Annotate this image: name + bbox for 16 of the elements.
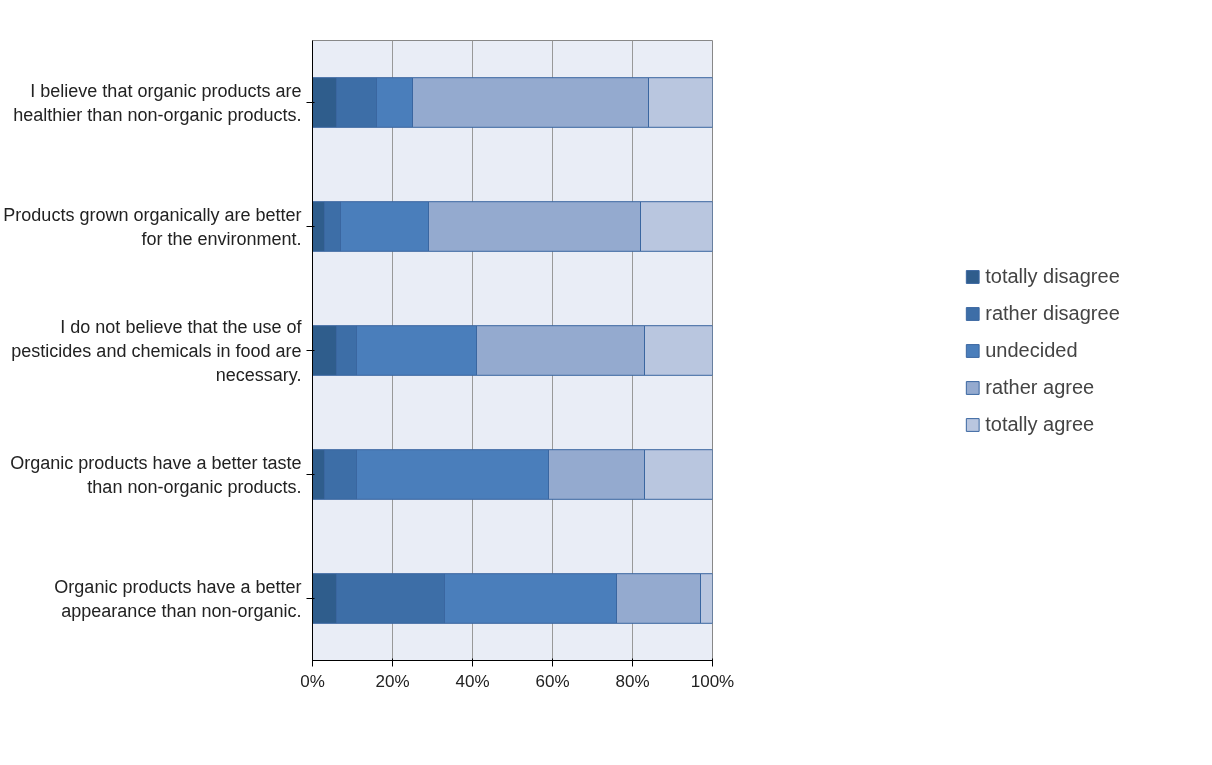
x-tick-label: 20% — [375, 671, 410, 691]
y-tick-label: Organic products have a better taste than non-organic products. — [10, 452, 302, 497]
y-tick-label: Organic products have a better appearance than non-organic. — [54, 576, 302, 621]
y-tick-label: Products grown organically are better for the environment. — [3, 204, 302, 249]
legend-label: totally disagree — [985, 264, 1120, 288]
x-tick-label: 100% — [690, 671, 735, 691]
x-tick-label: 40% — [455, 671, 490, 691]
y-tick-label: I believe that organic products are healthier than non-organic products. — [13, 80, 302, 125]
x-tick-label: 80% — [615, 671, 650, 691]
legend-label: undecided — [985, 338, 1078, 362]
x-tick-label: 60% — [535, 671, 570, 691]
x-tick-label: 0% — [300, 671, 325, 691]
y-tick-label: I do not believe that the use of pesticides and chemicals in food are necessary. — [11, 316, 303, 385]
legend-label: rather agree — [985, 375, 1095, 399]
legend-label: totally agree — [985, 412, 1095, 436]
legend-label: rather disagree — [985, 301, 1120, 325]
